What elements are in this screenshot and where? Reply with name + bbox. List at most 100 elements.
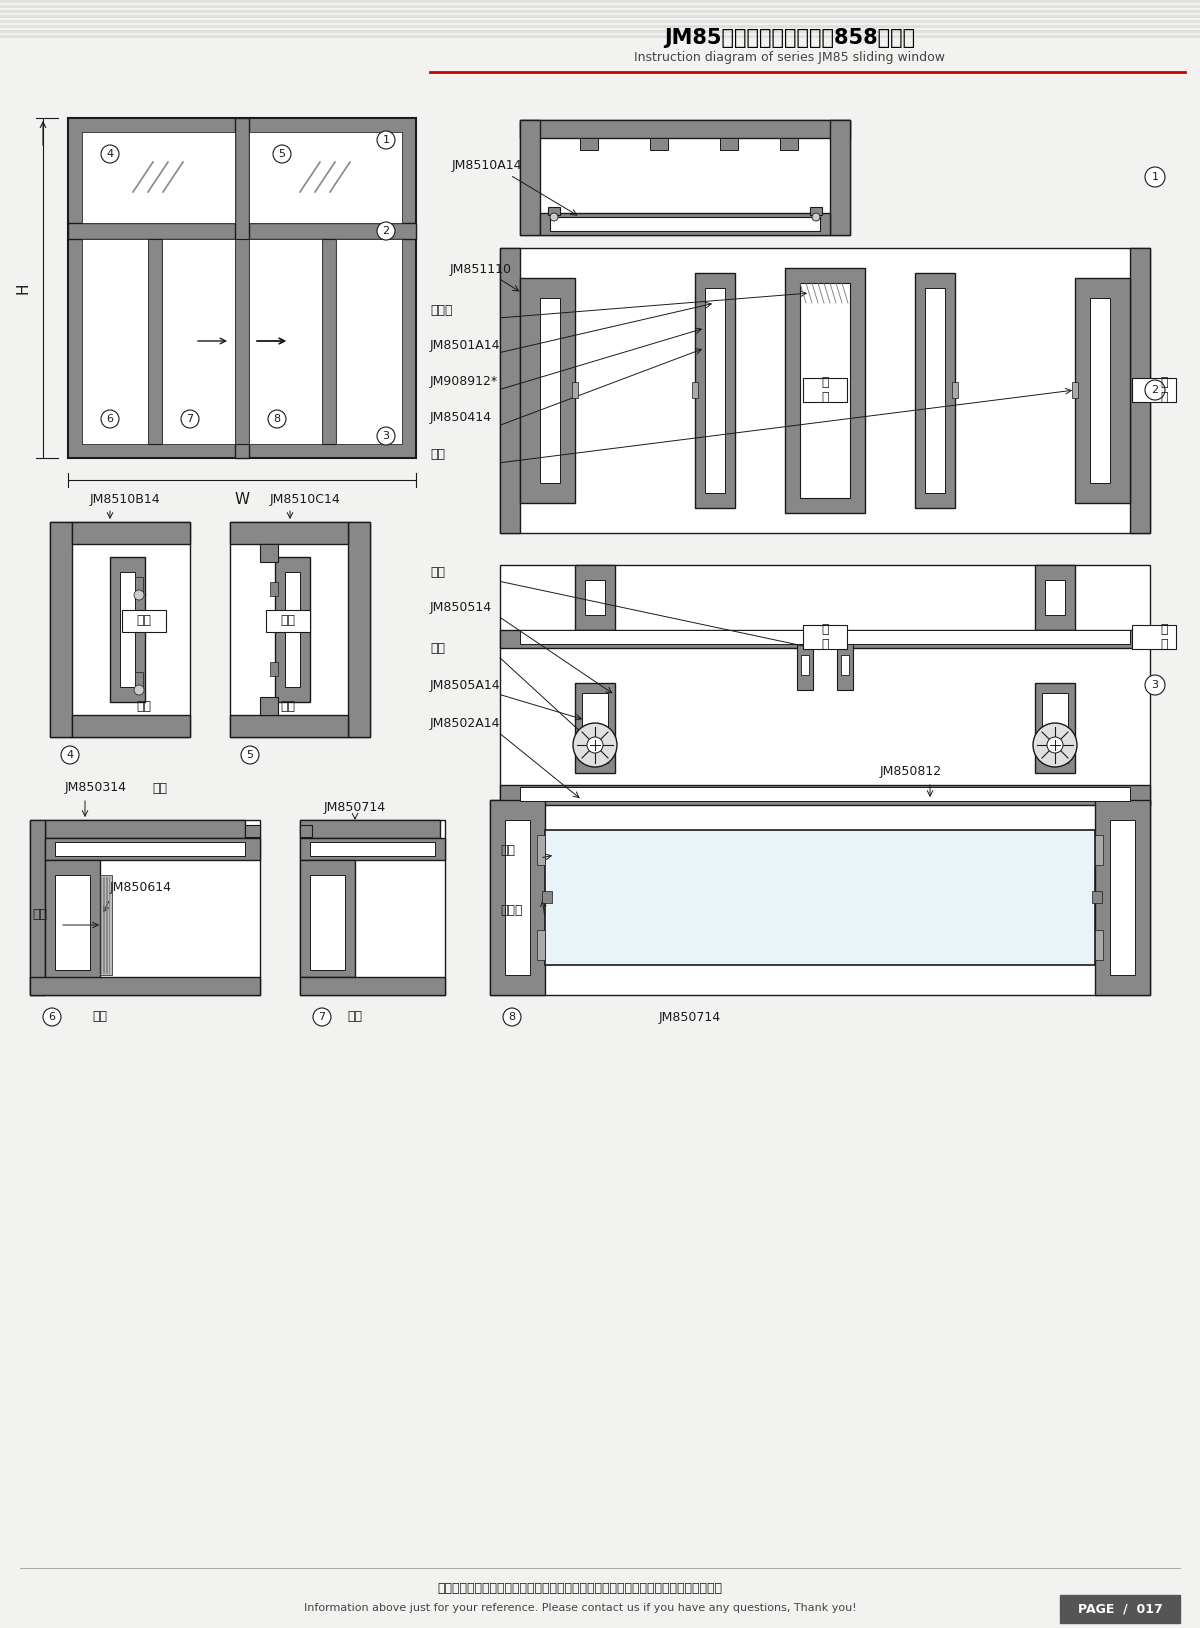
Text: 7: 7 — [186, 414, 193, 423]
Bar — [550, 217, 820, 231]
Bar — [1096, 930, 1103, 961]
Bar — [838, 640, 853, 690]
Text: 5: 5 — [246, 751, 253, 760]
Text: JM850812: JM850812 — [880, 765, 942, 778]
Bar — [0, 15, 1200, 18]
Bar — [336, 239, 402, 444]
Bar — [30, 821, 260, 995]
Text: 室内: 室内 — [152, 781, 168, 794]
Bar — [800, 283, 850, 498]
Text: 8: 8 — [509, 1013, 516, 1022]
Circle shape — [1033, 723, 1078, 767]
Text: 室
外: 室 外 — [1160, 624, 1168, 651]
Bar — [520, 120, 850, 234]
Text: JM8510B14: JM8510B14 — [90, 493, 161, 506]
Circle shape — [377, 130, 395, 150]
Bar — [230, 523, 348, 544]
Bar — [148, 239, 162, 444]
Bar — [235, 239, 250, 444]
Bar — [925, 288, 946, 493]
Text: 7: 7 — [318, 1013, 325, 1022]
Text: JM85系列推拉窗结构图（858系列）: JM85系列推拉窗结构图（858系列） — [665, 28, 916, 47]
Bar — [830, 120, 850, 234]
Bar — [120, 571, 134, 687]
Text: JM8502A14: JM8502A14 — [430, 718, 500, 731]
Bar — [0, 10, 1200, 13]
Text: 防盗器: 防盗器 — [430, 303, 452, 316]
Bar — [1072, 383, 1078, 397]
Bar — [706, 288, 725, 493]
Text: 毛条: 毛条 — [32, 908, 47, 921]
Text: 1: 1 — [383, 135, 390, 145]
Text: 室内: 室内 — [281, 614, 295, 627]
Text: 6: 6 — [48, 1013, 55, 1022]
Bar — [575, 565, 616, 630]
Circle shape — [1145, 379, 1165, 400]
Bar — [46, 838, 260, 860]
Bar — [300, 821, 445, 995]
Text: JM8501A14: JM8501A14 — [430, 339, 500, 352]
Bar — [50, 523, 190, 737]
Bar — [780, 138, 798, 150]
Circle shape — [1145, 168, 1165, 187]
Text: 8: 8 — [274, 414, 281, 423]
Bar — [802, 654, 809, 676]
Bar — [275, 557, 310, 702]
Circle shape — [134, 589, 144, 601]
Text: 玻璃胶: 玻璃胶 — [500, 904, 522, 917]
Bar — [803, 378, 847, 402]
Bar — [0, 34, 1200, 37]
Bar — [30, 977, 260, 995]
Bar — [575, 684, 616, 773]
Bar — [720, 138, 738, 150]
Bar — [803, 625, 847, 650]
Text: JM850514: JM850514 — [430, 601, 492, 614]
Text: 5: 5 — [278, 150, 286, 160]
Bar — [0, 24, 1200, 28]
Bar — [250, 132, 402, 223]
Bar — [1110, 821, 1135, 975]
Bar — [1045, 580, 1066, 615]
Circle shape — [181, 410, 199, 428]
Text: 1: 1 — [1152, 173, 1158, 182]
Bar — [134, 576, 143, 591]
Bar — [230, 523, 370, 737]
Bar — [46, 860, 100, 980]
Bar — [542, 891, 552, 904]
Text: 室
内: 室 内 — [821, 624, 829, 651]
Text: JM8510C14: JM8510C14 — [270, 493, 341, 506]
Bar — [260, 544, 278, 562]
Bar — [310, 874, 346, 970]
Bar — [572, 383, 578, 397]
Bar — [0, 29, 1200, 33]
Bar — [1132, 378, 1176, 402]
Text: 3: 3 — [1152, 681, 1158, 690]
Text: JM850714: JM850714 — [324, 801, 386, 814]
Bar — [230, 715, 348, 737]
Text: 玻璃: 玻璃 — [500, 843, 515, 856]
Bar — [1130, 247, 1150, 532]
Bar — [110, 557, 145, 702]
Text: Information above just for your reference. Please contact us if you have any que: Information above just for your referenc… — [304, 1604, 857, 1613]
Bar — [250, 239, 322, 444]
Circle shape — [377, 427, 395, 444]
Bar — [785, 269, 865, 513]
Bar — [520, 278, 575, 503]
Bar — [916, 274, 955, 508]
Circle shape — [503, 1008, 521, 1026]
Bar — [260, 697, 278, 715]
Text: 室外: 室外 — [92, 1011, 108, 1024]
Text: 室内: 室内 — [137, 614, 151, 627]
Bar — [322, 239, 336, 444]
Text: JM908912*: JM908912* — [430, 376, 498, 389]
Circle shape — [587, 737, 604, 754]
Circle shape — [101, 145, 119, 163]
Bar — [500, 630, 1150, 648]
Bar — [490, 799, 1150, 995]
Bar — [82, 132, 235, 223]
Bar — [490, 799, 545, 995]
Circle shape — [812, 213, 820, 221]
Bar — [1075, 278, 1130, 503]
Bar — [500, 247, 520, 532]
Circle shape — [550, 213, 558, 221]
